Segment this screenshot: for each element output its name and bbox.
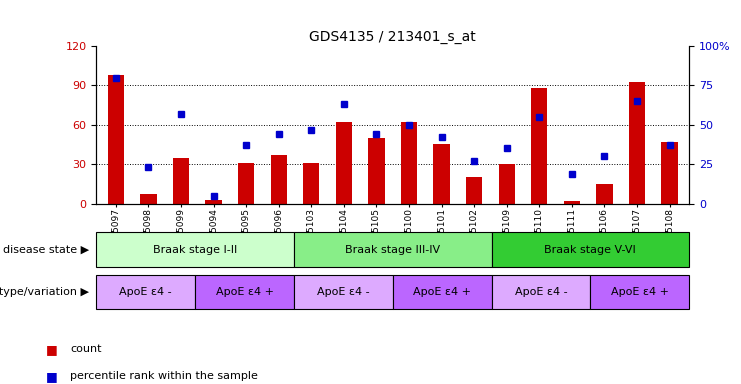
Text: percentile rank within the sample: percentile rank within the sample (70, 371, 259, 381)
Bar (564, 201, 580, 204)
Text: disease state ▶: disease state ▶ (3, 245, 89, 255)
Text: Braak stage III-IV: Braak stage III-IV (345, 245, 440, 255)
Bar (499, 164, 515, 204)
Bar (336, 122, 352, 204)
Text: ApoE ε4 +: ApoE ε4 + (216, 287, 273, 297)
Bar (294, 232, 491, 267)
Bar (173, 157, 189, 204)
Bar (591, 275, 689, 309)
Bar (491, 275, 591, 309)
Bar (629, 81, 645, 204)
Text: Braak stage V-VI: Braak stage V-VI (545, 245, 637, 255)
Bar (205, 200, 222, 204)
Bar (466, 177, 482, 204)
Bar (662, 142, 678, 204)
Bar (270, 155, 287, 204)
Bar (96, 275, 195, 309)
Bar (531, 88, 548, 204)
Bar (433, 144, 450, 204)
Title: GDS4135 / 213401_s_at: GDS4135 / 213401_s_at (309, 30, 476, 44)
Bar (491, 232, 689, 267)
Bar (96, 232, 294, 267)
Bar (195, 275, 294, 309)
Bar (393, 275, 491, 309)
Text: count: count (70, 344, 102, 354)
Bar (140, 194, 156, 204)
Text: Braak stage I-II: Braak stage I-II (153, 245, 237, 255)
Bar (597, 184, 613, 204)
Bar (401, 122, 417, 204)
Bar (303, 163, 319, 204)
Text: ApoE ε4 -: ApoE ε4 - (317, 287, 370, 297)
Bar (107, 75, 124, 204)
Bar (238, 163, 254, 204)
Text: ApoE ε4 -: ApoE ε4 - (514, 287, 568, 297)
Text: genotype/variation ▶: genotype/variation ▶ (0, 287, 89, 297)
Text: ApoE ε4 +: ApoE ε4 + (611, 287, 668, 297)
Text: ApoE ε4 +: ApoE ε4 + (413, 287, 471, 297)
Bar (294, 275, 393, 309)
Text: ApoE ε4 -: ApoE ε4 - (119, 287, 172, 297)
Bar (368, 138, 385, 204)
Text: ■: ■ (46, 370, 58, 383)
Text: ■: ■ (46, 343, 58, 356)
